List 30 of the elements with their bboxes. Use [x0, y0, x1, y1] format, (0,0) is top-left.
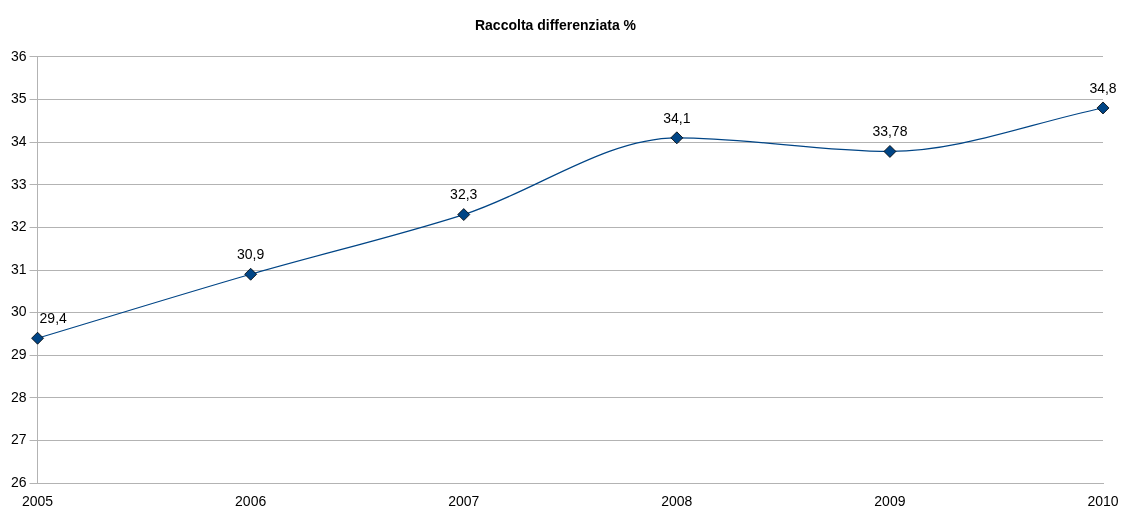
x-tick-label: 2010 — [1087, 493, 1119, 510]
y-tick-label: 27 — [10, 431, 27, 448]
point — [244, 267, 258, 281]
y-tick-label: 35 — [10, 90, 27, 107]
x-tick-label: 2005 — [21, 493, 54, 510]
point — [670, 131, 684, 145]
y-tick-label: 30 — [10, 303, 27, 320]
point — [31, 331, 44, 345]
y-tick-label: 31 — [10, 260, 27, 277]
y-tick-label: 26 — [10, 474, 27, 491]
data-label: 33,78 — [872, 123, 908, 140]
y-tick-label: 33 — [10, 175, 27, 192]
data-label: 34,1 — [663, 109, 691, 126]
y-tick-label: 32 — [10, 218, 27, 235]
data-label: 30,9 — [237, 246, 265, 263]
x-tick-label: 2009 — [874, 493, 906, 510]
y-tick-label: 29 — [10, 346, 27, 363]
x-tick-label: 2008 — [661, 493, 693, 510]
point — [457, 208, 471, 221]
y-tick-label: 34 — [10, 132, 27, 149]
x-tick-label: 2007 — [448, 493, 480, 510]
point — [883, 145, 897, 158]
y-tick-label: 28 — [10, 388, 27, 405]
y-tick-label: 36 — [10, 47, 27, 64]
point — [1096, 101, 1110, 115]
x-tick-label: 2006 — [235, 493, 267, 510]
chart-title: Raccolta differenziata % — [474, 17, 637, 34]
data-label: 29,4 — [39, 310, 68, 327]
data-label: 34,8 — [1089, 79, 1117, 96]
data-label: 32,3 — [450, 186, 478, 203]
